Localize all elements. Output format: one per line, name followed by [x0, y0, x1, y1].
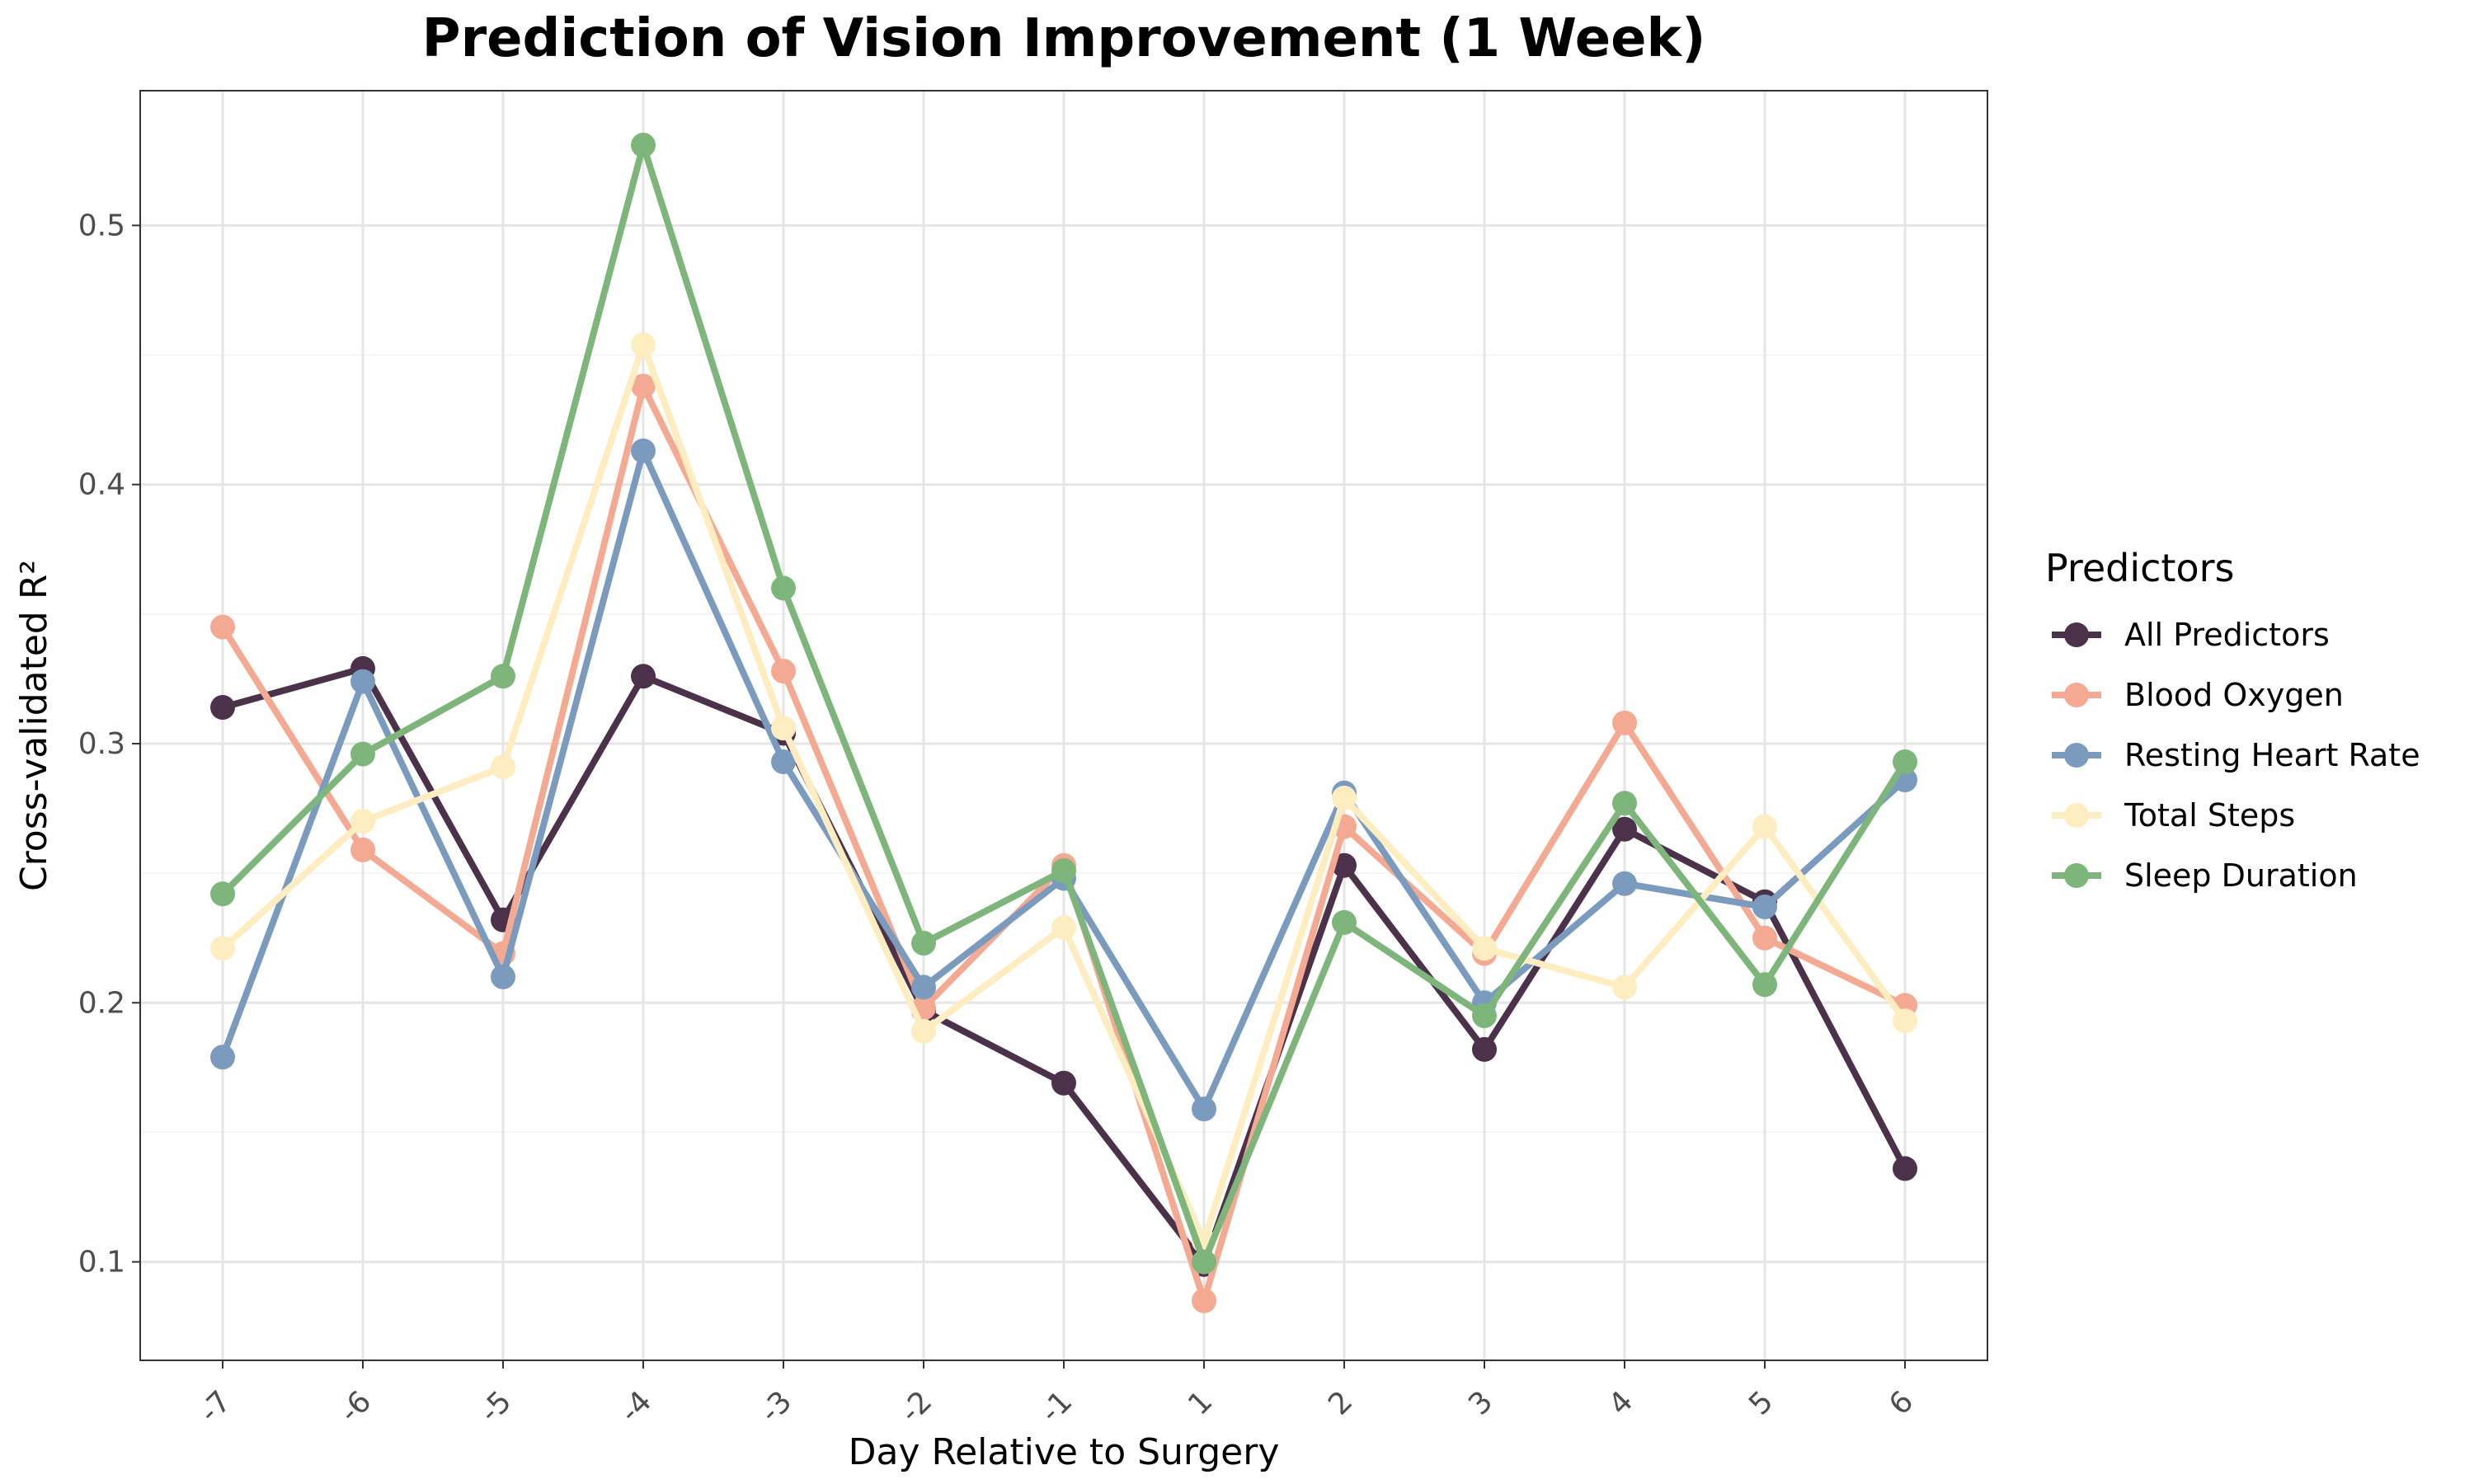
data-point	[491, 964, 515, 989]
legend-label: Sleep Duration	[2124, 857, 2358, 894]
x-tick-label: -4	[614, 1384, 658, 1429]
data-point	[1332, 852, 1357, 878]
legend-item: Blood Oxygen	[2052, 677, 2344, 713]
data-point	[631, 373, 656, 399]
data-point	[1893, 1008, 1917, 1034]
legend-item: Total Steps	[2052, 797, 2295, 834]
series-layer	[210, 133, 1917, 1313]
x-tick-label: -1	[1034, 1384, 1079, 1429]
y-tick-label: 0.2	[78, 986, 125, 1020]
data-point	[1051, 915, 1076, 941]
data-point	[350, 809, 375, 834]
chart-title: Prediction of Vision Improvement (1 Week…	[422, 8, 1706, 69]
data-point	[1893, 749, 1917, 774]
x-tick-label: -7	[193, 1384, 238, 1429]
data-point	[1472, 1003, 1497, 1028]
data-point	[210, 936, 235, 961]
x-tick-label: -6	[333, 1384, 378, 1429]
y-tick-label: 0.1	[78, 1246, 125, 1280]
data-point	[911, 974, 936, 1000]
data-point	[631, 133, 656, 157]
data-point	[1192, 1097, 1216, 1122]
legend-marker	[2064, 803, 2089, 828]
legend-label: Total Steps	[2124, 797, 2295, 834]
legend-marker	[2064, 743, 2089, 768]
y-tick-label: 0.5	[78, 209, 125, 242]
data-point	[1472, 1036, 1497, 1062]
legend-title: Predictors	[2045, 546, 2234, 590]
legend-marker	[2064, 683, 2089, 707]
legend-marker	[2064, 863, 2089, 888]
data-point	[911, 1018, 936, 1044]
data-point	[210, 881, 235, 907]
data-point	[1752, 814, 1777, 839]
data-point	[210, 1045, 235, 1070]
data-point	[1051, 1070, 1076, 1096]
data-point	[1893, 1156, 1917, 1181]
data-point	[631, 332, 656, 357]
data-point	[631, 664, 656, 689]
data-point	[911, 931, 936, 956]
legend-item: Resting Heart Rate	[2052, 737, 2420, 773]
data-point	[1332, 786, 1357, 810]
data-point	[1192, 1288, 1216, 1313]
data-point	[491, 754, 515, 780]
legend-item: All Predictors	[2052, 617, 2330, 653]
legend: Predictors All Predictors Blood Oxygen Res…	[2045, 546, 2420, 894]
x-axis-title: Day Relative to Surgery	[849, 1431, 1280, 1473]
data-point	[771, 575, 796, 601]
y-axis-title: Cross-validated R²	[13, 560, 55, 891]
data-point	[771, 659, 796, 683]
series-sleep-duration	[210, 133, 1917, 1275]
data-point	[350, 741, 375, 767]
data-point	[1051, 858, 1076, 883]
data-point	[350, 837, 375, 862]
data-point	[350, 669, 375, 694]
legend-marker	[2064, 622, 2089, 647]
data-point	[1612, 710, 1637, 735]
data-point	[1612, 791, 1637, 816]
data-point	[631, 438, 656, 463]
data-point	[491, 664, 515, 689]
data-point	[1752, 895, 1777, 919]
data-point	[1472, 936, 1497, 961]
x-tick-label: 4	[1602, 1384, 1639, 1421]
data-point	[1752, 972, 1777, 998]
legend-label: Resting Heart Rate	[2124, 737, 2420, 773]
data-point	[771, 716, 796, 741]
legend-item: Sleep Duration	[2052, 857, 2358, 894]
data-point	[210, 614, 235, 640]
x-tick-label: -3	[754, 1384, 798, 1429]
data-point	[1612, 816, 1637, 842]
data-point	[1752, 925, 1777, 951]
x-tick-label: 2	[1322, 1384, 1359, 1421]
data-point	[1612, 974, 1637, 1000]
data-point	[210, 695, 235, 720]
y-tick-label: 0.3	[78, 727, 125, 761]
data-point	[1612, 871, 1637, 896]
data-point	[771, 749, 796, 774]
data-point	[1332, 909, 1357, 935]
x-tick-label: 3	[1462, 1384, 1499, 1421]
x-tick-label: -2	[894, 1384, 938, 1429]
x-tick-label: -5	[473, 1384, 518, 1429]
y-tick-label: 0.4	[78, 468, 125, 502]
legend-label: All Predictors	[2124, 617, 2330, 653]
data-point	[1192, 1249, 1216, 1275]
x-tick-label: 1	[1182, 1384, 1219, 1421]
legend-label: Blood Oxygen	[2124, 677, 2344, 713]
x-tick-label: 6	[1883, 1384, 1920, 1421]
x-tick-label: 5	[1743, 1384, 1780, 1421]
